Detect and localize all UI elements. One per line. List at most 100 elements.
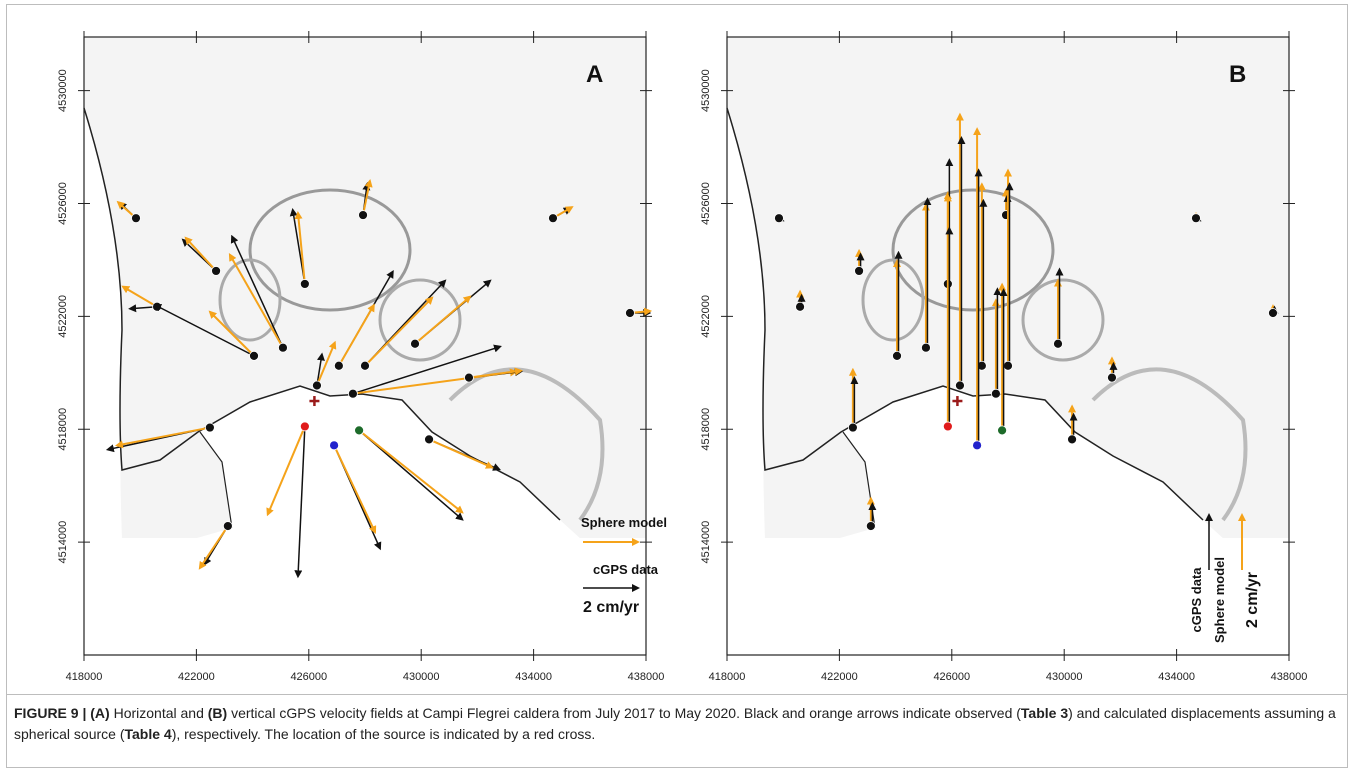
model-arrow <box>121 285 158 308</box>
figure: 418000 422000 426000 430000 434000 438000 4514… <box>57 31 1307 683</box>
station <box>358 210 368 220</box>
station <box>1053 338 1063 349</box>
observed-arrow <box>230 234 284 349</box>
station <box>1067 434 1077 445</box>
map-frame <box>726 36 1290 656</box>
station <box>548 213 558 224</box>
model-arrow <box>362 179 373 216</box>
station <box>249 350 259 361</box>
station <box>204 422 215 433</box>
caption-text: ) and calculated displacements assuming … <box>14 705 1336 742</box>
x-tick-label: 426000 <box>933 671 970 683</box>
model-arrow <box>428 438 494 469</box>
x-tick-label: 434000 <box>515 671 552 683</box>
station <box>1268 308 1278 318</box>
y-tick-label: 4522000 <box>700 295 712 338</box>
station <box>972 440 982 451</box>
y-tick-label: 4526000 <box>57 182 69 225</box>
station <box>424 434 434 445</box>
station <box>774 213 784 224</box>
model-arrow <box>228 253 284 349</box>
caption-text: Table 4 <box>124 726 172 742</box>
station <box>312 380 322 391</box>
model-arrow <box>468 367 523 379</box>
legend-scale: 2 cm/yr <box>1244 572 1261 628</box>
model-arrow <box>198 525 229 570</box>
observed-arrow <box>294 426 306 579</box>
separator <box>7 694 1347 695</box>
model-arrow <box>208 310 255 357</box>
station <box>348 388 358 399</box>
model-arrow <box>338 303 375 367</box>
legend-model: Sphere model <box>1212 557 1227 643</box>
station <box>278 342 288 353</box>
x-tick-label: 430000 <box>1046 671 1083 683</box>
model-arrow <box>316 340 337 386</box>
station <box>222 521 233 531</box>
station <box>354 425 364 436</box>
station <box>329 440 339 451</box>
x-tick-label: 438000 <box>628 671 665 683</box>
legend-data: cGPS data <box>593 562 659 577</box>
station <box>131 213 141 224</box>
map-panel: 418000 422000 426000 430000 434000 438000 4514… <box>57 31 667 683</box>
station <box>921 342 931 353</box>
y-tick-label: 4514000 <box>700 521 712 564</box>
caption-text: ), respectively. The location of the sou… <box>171 726 596 742</box>
station <box>1191 213 1201 224</box>
station <box>299 279 310 289</box>
x-tick-label: 418000 <box>66 671 103 683</box>
figure-border <box>6 4 1348 768</box>
station <box>1003 360 1013 371</box>
map-background <box>82 35 648 542</box>
caption: FIGURE 9 | (A) Horizontal and (B) vertic… <box>14 703 1339 745</box>
panel-label: A <box>586 61 603 88</box>
caption-text: Horizontal and <box>109 705 208 721</box>
y-tick-label: 4530000 <box>57 69 69 112</box>
station <box>942 421 953 432</box>
model-arrow <box>358 429 464 514</box>
model-arrow <box>114 426 211 449</box>
y-tick-label: 4514000 <box>57 521 69 564</box>
legend-scale: 2 cm/yr <box>583 599 639 616</box>
caption-text: Table 3 <box>1020 705 1069 721</box>
map-panel: 418000 422000 426000 430000 434000 438000 4514… <box>700 31 1307 683</box>
legend-model: Sphere model <box>581 515 667 530</box>
x-tick-label: 422000 <box>821 671 858 683</box>
station <box>333 360 344 371</box>
station <box>997 425 1007 436</box>
caption-text: vertical cGPS velocity fields at Campi F… <box>227 705 1021 721</box>
x-tick-label: 438000 <box>1271 671 1308 683</box>
x-tick-label: 426000 <box>290 671 327 683</box>
station <box>991 388 1001 399</box>
y-tick-label: 4518000 <box>700 408 712 451</box>
station <box>464 372 474 383</box>
model-arrow <box>184 236 217 272</box>
station <box>865 521 876 531</box>
model-arrow <box>364 296 434 367</box>
station <box>955 380 965 391</box>
y-tick-label: 4530000 <box>700 69 712 112</box>
panels: 418000 422000 426000 430000 434000 438000 4514… <box>57 31 1307 683</box>
station <box>211 266 221 276</box>
station <box>847 422 858 433</box>
map-frame <box>83 36 647 656</box>
caption-text: (B) <box>207 705 228 721</box>
station <box>360 360 370 371</box>
model-arrow <box>333 444 377 535</box>
observed-arrow <box>316 352 325 386</box>
x-tick-label: 434000 <box>1158 671 1195 683</box>
y-tick-label: 4526000 <box>700 182 712 225</box>
station <box>410 338 420 349</box>
station <box>892 350 902 361</box>
x-tick-label: 430000 <box>403 671 440 683</box>
caption-text: FIGURE 9 | (A) <box>14 705 110 721</box>
observed-arrow <box>352 344 502 395</box>
station <box>299 421 310 432</box>
legend-data: cGPS data <box>1189 567 1204 633</box>
model-arrow <box>266 426 306 517</box>
observed-arrow <box>153 304 255 357</box>
model-arrow <box>294 210 306 285</box>
station <box>795 301 805 312</box>
